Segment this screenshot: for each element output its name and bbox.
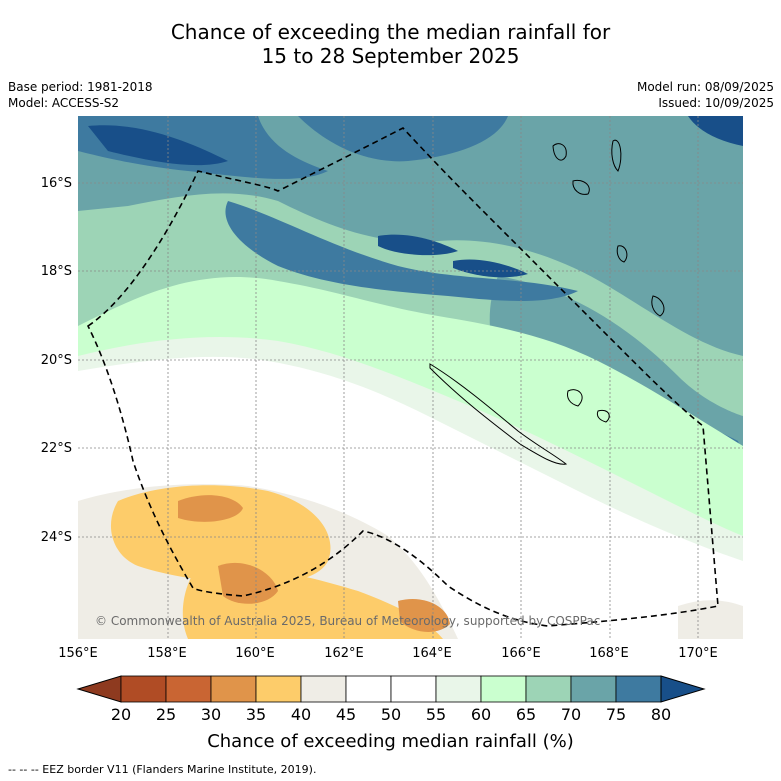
colorbar-tick: 65: [515, 705, 537, 724]
colorbar-segment: [120, 675, 167, 703]
eez-footnote: -- -- -- EEZ border V11 (Flanders Marine…: [8, 763, 317, 776]
issued-date: Issued: 10/09/2025: [658, 96, 774, 110]
colorbar-segment: [390, 675, 437, 703]
model-run: Model run: 08/09/2025: [636, 80, 774, 94]
map-title-line1: Chance of exceeding the median rainfall …: [170, 20, 611, 44]
colorbar-segment: [165, 675, 212, 703]
lat-label: 22°S: [40, 441, 72, 456]
colorbar-segment: [480, 675, 527, 703]
lon-label: 164°E: [412, 646, 452, 661]
lon-label: 162°E: [324, 646, 364, 661]
colorbar-segment: [615, 675, 662, 703]
model-name: Model: ACCESS-S2: [8, 96, 120, 110]
colorbar-tick: 35: [245, 705, 267, 724]
lat-label: 24°S: [40, 530, 72, 545]
lat-label: 20°S: [40, 353, 72, 368]
base-period: Base period: 1981-2018: [8, 80, 153, 94]
colorbar-title: Chance of exceeding median rainfall (%): [207, 731, 574, 752]
colorbar-tick: 25: [155, 705, 177, 724]
lon-label: 168°E: [589, 646, 629, 661]
lon-label: 170°E: [678, 646, 718, 661]
lon-label: 158°E: [147, 646, 187, 661]
colorbar-extend-high: [660, 675, 706, 703]
copyright-notice: © Commonwealth of Australia 2025, Bureau…: [95, 614, 601, 628]
colorbar-tick: 70: [560, 705, 582, 724]
colorbar-segment: [345, 675, 392, 703]
lon-label: 160°E: [235, 646, 275, 661]
colorbar-segment: [210, 675, 257, 703]
colorbar-tick: 20: [110, 705, 132, 724]
lat-label: 18°S: [40, 264, 72, 279]
colorbar-tick: 50: [380, 705, 402, 724]
colorbar-tick: 45: [335, 705, 357, 724]
colorbar-tick: 30: [200, 705, 222, 724]
map-title-line2: 15 to 28 September 2025: [261, 44, 520, 68]
colorbar-segment: [525, 675, 572, 703]
colorbar-tick: 40: [290, 705, 312, 724]
colorbar-segment: [255, 675, 302, 703]
lat-label: 16°S: [40, 176, 72, 191]
colorbar-tick: 80: [650, 705, 672, 724]
rainfall-map: [78, 116, 743, 639]
colorbar: [76, 675, 706, 703]
colorbar-tick: 60: [470, 705, 492, 724]
colorbar-tick: 75: [605, 705, 627, 724]
colorbar-segment: [570, 675, 617, 703]
colorbar-segment: [435, 675, 482, 703]
lon-label: 166°E: [501, 646, 541, 661]
colorbar-segment: [300, 675, 347, 703]
colorbar-extend-low: [76, 675, 122, 703]
lon-label: 156°E: [58, 646, 98, 661]
colorbar-tick: 55: [425, 705, 447, 724]
